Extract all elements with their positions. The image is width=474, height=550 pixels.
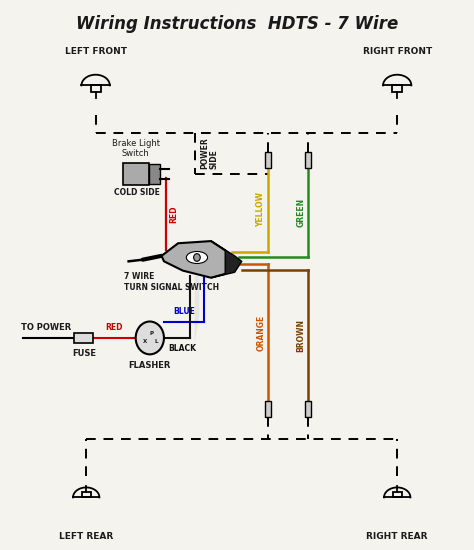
- Text: FUSE: FUSE: [72, 349, 96, 359]
- Text: LEFT REAR: LEFT REAR: [59, 532, 113, 541]
- Text: Wiring Instructions  HDTS - 7 Wire: Wiring Instructions HDTS - 7 Wire: [76, 15, 398, 33]
- Text: RED: RED: [106, 323, 123, 332]
- Bar: [91, 85, 100, 92]
- Text: Brake Light
Switch: Brake Light Switch: [112, 139, 160, 158]
- Text: X: X: [143, 339, 147, 344]
- Polygon shape: [195, 276, 199, 343]
- Text: POWER
SIDE: POWER SIDE: [200, 138, 218, 169]
- Text: FLASHER: FLASHER: [128, 361, 171, 370]
- Text: GREEN: GREEN: [297, 198, 306, 227]
- Ellipse shape: [186, 251, 208, 263]
- Bar: [305, 402, 311, 417]
- Bar: [264, 152, 271, 168]
- Text: RED: RED: [169, 206, 178, 223]
- Text: BLUE: BLUE: [173, 307, 195, 316]
- Polygon shape: [162, 241, 235, 278]
- Bar: [123, 163, 149, 185]
- Circle shape: [136, 322, 164, 354]
- Bar: [149, 164, 160, 184]
- Text: 7 WIRE
TURN SIGNAL SWITCH: 7 WIRE TURN SIGNAL SWITCH: [124, 272, 219, 292]
- Bar: [82, 492, 91, 497]
- Bar: [392, 492, 402, 497]
- Text: BLACK: BLACK: [169, 344, 197, 354]
- Bar: [74, 333, 93, 343]
- Text: LEFT FRONT: LEFT FRONT: [233, 15, 241, 16]
- Text: ORANGE: ORANGE: [256, 315, 265, 351]
- Circle shape: [194, 254, 200, 261]
- Text: TO POWER: TO POWER: [21, 323, 72, 332]
- Text: P: P: [150, 331, 154, 336]
- Bar: [264, 402, 271, 417]
- Bar: [305, 152, 311, 168]
- Text: RIGHT REAR: RIGHT REAR: [366, 532, 428, 541]
- Text: RIGHT FRONT: RIGHT FRONT: [363, 47, 432, 56]
- Text: BROWN: BROWN: [297, 319, 306, 352]
- Text: YELLOW: YELLOW: [256, 192, 265, 227]
- Text: L: L: [154, 339, 158, 344]
- Polygon shape: [211, 241, 242, 278]
- Text: LEFT FRONT: LEFT FRONT: [64, 47, 127, 56]
- Bar: [392, 85, 402, 92]
- Text: COLD SIDE: COLD SIDE: [114, 188, 160, 197]
